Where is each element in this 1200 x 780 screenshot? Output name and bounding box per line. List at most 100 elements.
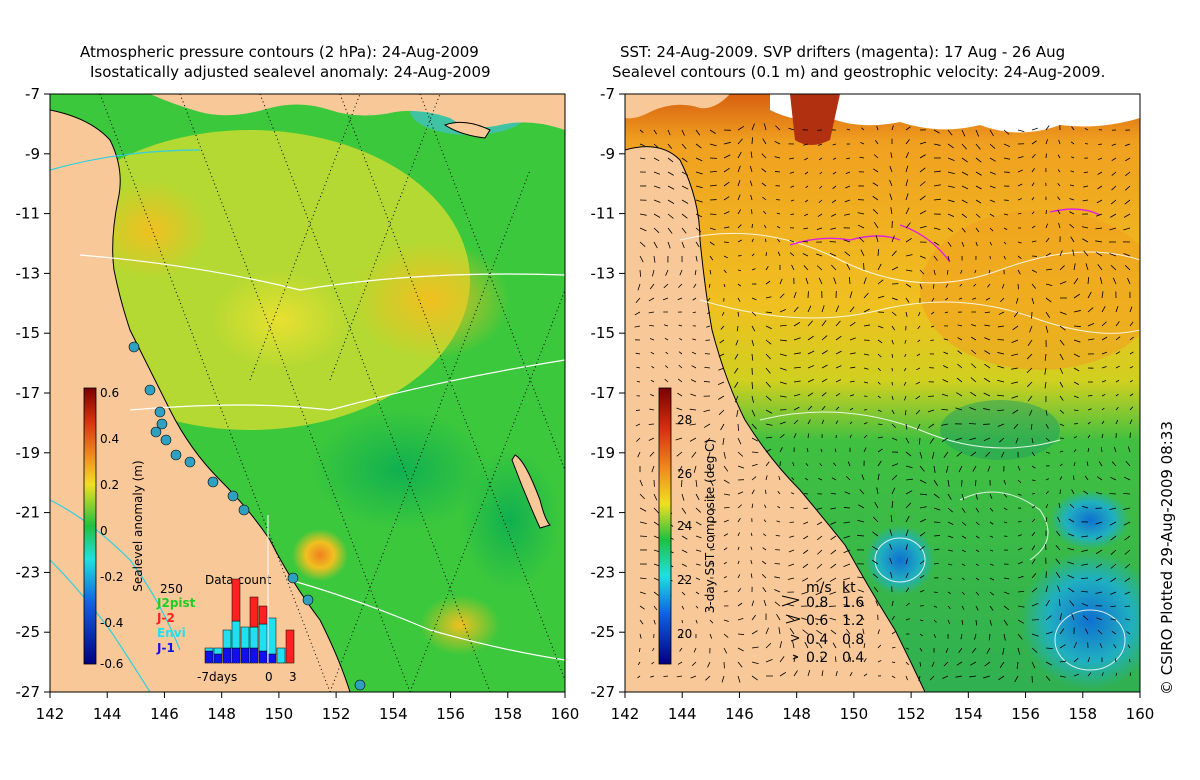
velocity-arrow: [1095, 563, 1103, 568]
velocity-arrow: [737, 423, 740, 431]
velocity-arrow: [762, 196, 767, 201]
velocity-arrow: [648, 297, 655, 302]
velocity-arrow: [941, 409, 949, 411]
velocity-arrow: [649, 324, 655, 327]
velocity-arrow: [975, 605, 979, 611]
velocity-arrow: [709, 129, 716, 134]
velocity-arrow: [1045, 325, 1049, 333]
velocity-arrow: [722, 437, 725, 445]
velocity-arrow: [905, 179, 909, 187]
velocity-arrow: [863, 422, 868, 425]
sst-tick-24: 24: [677, 519, 692, 533]
left-ytick-label: -25: [16, 623, 41, 641]
velocity-arrow: [877, 660, 882, 663]
velocity-arrow: [1031, 297, 1035, 305]
velocity-arrow: [905, 283, 912, 288]
velocity-arrow: [1031, 465, 1036, 469]
velocity-arrow: [905, 165, 909, 173]
velocity-arrow: [737, 465, 745, 469]
velocity-arrow: [807, 419, 811, 425]
velocity-arrow: [1045, 283, 1053, 286]
velocity-arrow: [789, 628, 795, 635]
velocity-arrow: [889, 529, 893, 537]
velocity-arrow: [1031, 168, 1035, 173]
velocity-arrow: [872, 559, 879, 565]
velocity-arrow: [997, 379, 1005, 383]
velocity-arrow: [1087, 421, 1091, 425]
velocity-arrow: [975, 213, 981, 218]
velocity-arrow: [787, 603, 795, 607]
velocity-arrow: [807, 378, 814, 383]
velocity-arrow: [983, 392, 991, 397]
velocity-arrow: [801, 617, 809, 621]
velocity-arrow: [1095, 492, 1103, 495]
velocity-arrow: [723, 226, 730, 229]
velocity-arrow: [961, 577, 965, 581]
velocity-arrow: [1031, 531, 1036, 537]
velocity-arrow: [707, 311, 711, 315]
velocity-arrow: [877, 279, 884, 285]
velocity-arrow: [905, 602, 910, 607]
velocity-arrow: [1098, 461, 1103, 467]
velocity-arrow: [975, 185, 982, 190]
velocity-arrow: [639, 633, 642, 639]
velocity-arrow: [803, 521, 809, 525]
velocity-arrow: [905, 558, 909, 565]
velocity-arrow: [857, 212, 865, 215]
velocity-arrow: [983, 408, 991, 411]
dc-xlabel-minus7: -7days: [197, 670, 237, 684]
velocity-arrow: [1087, 323, 1095, 327]
velocity-arrow: [961, 129, 966, 137]
velocity-arrow: [984, 661, 991, 667]
velocity-arrow: [1073, 310, 1081, 313]
velocity-arrow: [947, 227, 954, 233]
velocity-arrow: [774, 589, 781, 593]
velocity-arrow: [829, 617, 837, 621]
velocity-arrow: [919, 154, 926, 159]
velocity-arrow: [971, 349, 977, 355]
sla-tick-neg0.6: -0.6: [100, 657, 123, 671]
velocity-arrow: [1101, 672, 1104, 677]
velocity-arrow: [1087, 672, 1092, 677]
velocity-arrow: [933, 548, 940, 551]
left-ytick-label: -27: [16, 683, 41, 701]
right-ytick-label: -23: [591, 563, 616, 581]
velocity-arrow: [1058, 598, 1061, 607]
velocity-arrow: [989, 157, 996, 162]
velocity-arrow: [723, 519, 729, 523]
velocity-arrow: [947, 129, 953, 136]
velocity-arrow: [681, 143, 687, 150]
legend-ms-0.6: 0.6: [806, 613, 828, 629]
velocity-arrow: [1125, 460, 1131, 467]
velocity-arrow: [751, 614, 756, 621]
velocity-arrow: [635, 297, 641, 304]
velocity-arrow: [653, 199, 661, 203]
velocity-arrow: [751, 503, 754, 509]
velocity-arrow: [848, 642, 851, 649]
velocity-arrow: [779, 293, 785, 299]
velocity-arrow: [665, 351, 669, 355]
velocity-arrow: [665, 365, 669, 369]
velocity-arrow: [737, 618, 744, 621]
velocity-arrow: [975, 549, 980, 552]
velocity-arrow: [1129, 393, 1134, 397]
velocity-arrow: [793, 393, 801, 397]
velocity-arrow: [1012, 325, 1019, 331]
velocity-arrow: [833, 277, 837, 285]
velocity-arrow: [1069, 198, 1075, 201]
velocity-arrow: [681, 577, 687, 582]
velocity-arrow: [818, 642, 823, 649]
velocity-arrow: [737, 138, 743, 145]
velocity-arrow: [802, 629, 809, 635]
velocity-arrow: [1123, 253, 1131, 257]
velocity-arrow: [1045, 125, 1050, 131]
velocity-arrow: [737, 209, 742, 215]
left-xtick-label: 148: [207, 705, 236, 723]
left-xtick-label: 142: [36, 705, 65, 723]
velocity-arrow: [872, 573, 879, 579]
legend-ms-0.2: 0.2: [806, 650, 828, 666]
velocity-arrow: [637, 661, 641, 666]
velocity-arrow: [889, 179, 893, 187]
velocity-arrow: [833, 462, 837, 467]
velocity-arrow: [737, 255, 742, 257]
